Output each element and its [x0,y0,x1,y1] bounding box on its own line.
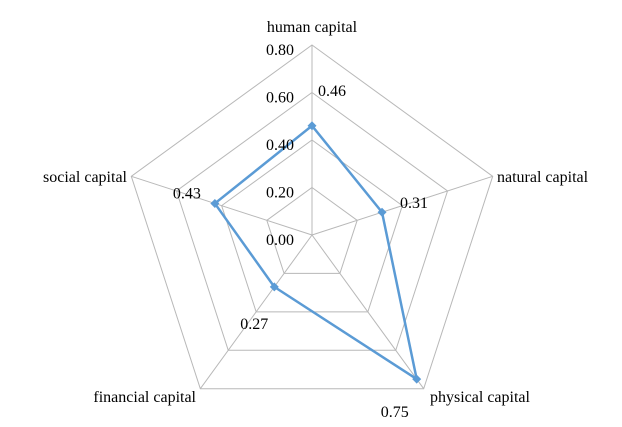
data-label-0: 0.46 [318,83,346,100]
tick-label-2: 0.40 [266,137,294,154]
grid-ring-4 [130,44,494,390]
data-point-3 [269,282,279,292]
data-point-4 [210,198,220,208]
data-label-1: 0.31 [400,195,428,212]
spoke-3 [199,234,313,390]
axis-label-natural-capital: natural capital [497,169,589,186]
grid-ring-1 [266,186,358,274]
labels: 0.00 0.20 0.40 0.60 0.80 human capital natural… [43,19,589,421]
spoke-2 [311,234,425,390]
data-label-4: 0.43 [173,185,201,202]
tick-label-0: 0.00 [266,232,294,249]
series [210,121,422,384]
axis-label-human-capital: human capital [267,19,358,36]
data-label-3: 0.27 [240,316,268,333]
grid [130,44,494,390]
data-point-2 [412,374,422,384]
spoke-1 [311,175,493,236]
tick-label-3: 0.60 [266,90,294,107]
data-point-1 [377,207,387,217]
data-point-0 [307,121,317,131]
tick-label-4: 0.80 [266,42,294,59]
grid-ring-3 [175,91,449,351]
axis-label-physical-capital: physical capital [430,389,531,406]
series-line-0 [213,124,418,381]
data-label-2: 0.75 [381,404,409,421]
tick-label-1: 0.20 [266,185,294,202]
axis-label-financial-capital: financial capital [93,389,196,406]
axis-label-social-capital: social capital [43,169,128,186]
spoke-4 [131,175,313,236]
